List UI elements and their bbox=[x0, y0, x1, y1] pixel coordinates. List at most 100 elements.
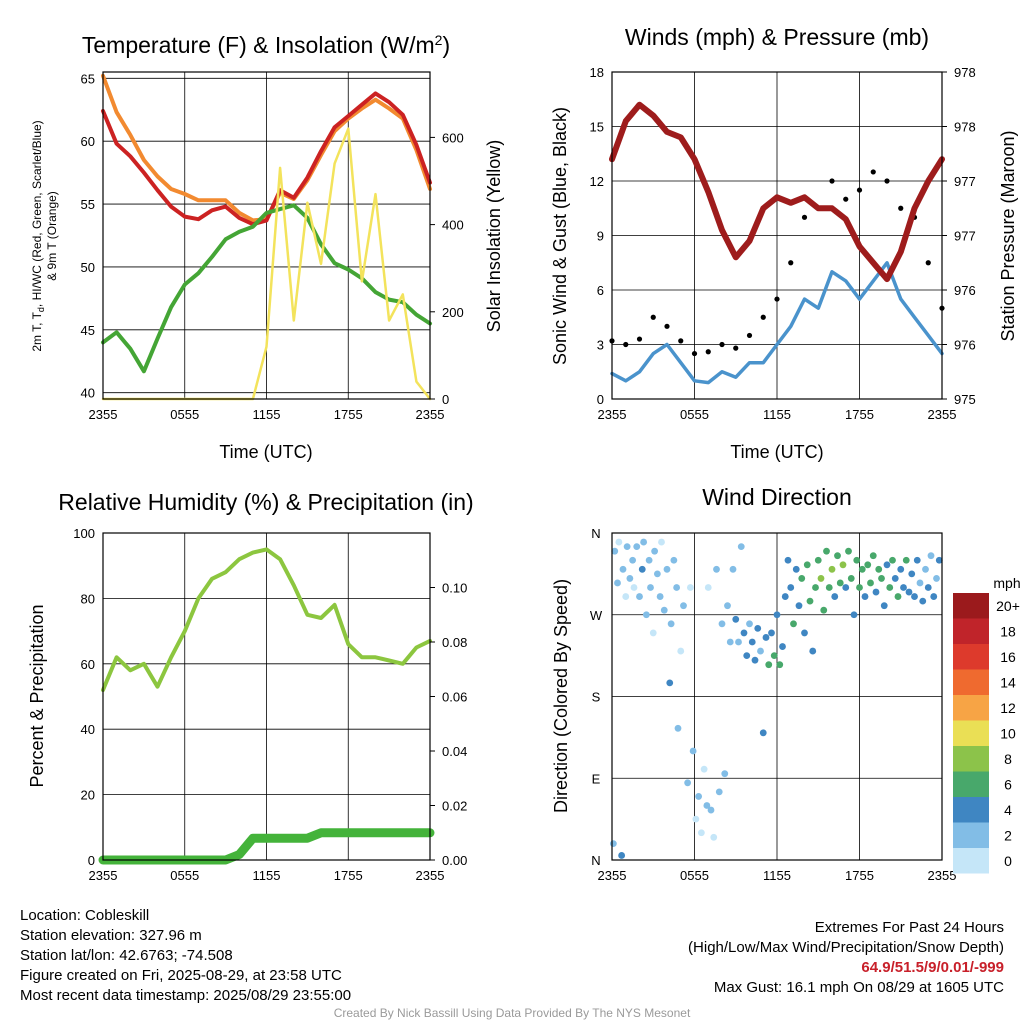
direction-point bbox=[715, 788, 723, 796]
y2-tick-label: 0.10 bbox=[442, 581, 467, 596]
direction-point bbox=[889, 556, 896, 564]
gust-point bbox=[870, 169, 876, 175]
direction-point bbox=[651, 547, 659, 555]
direction-point bbox=[930, 593, 938, 600]
direction-point bbox=[867, 579, 874, 587]
direction-point bbox=[704, 584, 712, 591]
direction-point bbox=[803, 561, 811, 569]
colorbar-swatch bbox=[953, 669, 989, 695]
y2-tick-label: 976 bbox=[954, 283, 976, 298]
y2-tick-label: 0.04 bbox=[442, 744, 467, 759]
direction-point bbox=[790, 620, 797, 628]
max-gust-text: Max Gust: 16.1 mph On 08/29 at 1605 UTC bbox=[713, 979, 1004, 996]
direction-point bbox=[913, 556, 921, 564]
direction-gridlines bbox=[612, 533, 942, 860]
temperature-ylabel-left-line2: & 9m T (Orange) bbox=[45, 191, 59, 281]
direction-point bbox=[618, 852, 626, 859]
direction-point bbox=[831, 593, 839, 600]
x-tick-label: 2355 bbox=[598, 407, 627, 422]
colorbar-swatch bbox=[953, 720, 989, 746]
direction-point bbox=[792, 565, 800, 573]
direction-point bbox=[666, 679, 674, 687]
x-tick-label: 2355 bbox=[89, 407, 118, 422]
direction-point bbox=[897, 565, 905, 573]
direction-point bbox=[809, 647, 817, 655]
direction-point bbox=[770, 652, 778, 660]
y-tick-label: 45 bbox=[81, 323, 95, 338]
direction-point bbox=[630, 584, 638, 591]
direction-point bbox=[825, 584, 833, 591]
x-tick-label: 0555 bbox=[170, 868, 199, 883]
direction-point bbox=[726, 638, 734, 646]
colorbar-label: 6 bbox=[1004, 776, 1012, 792]
y-tick-label: 100 bbox=[73, 526, 95, 541]
direction-tick-label: W bbox=[590, 608, 603, 623]
direction-point bbox=[916, 579, 924, 587]
direction-point bbox=[801, 629, 808, 637]
humidity-tick-labels: 2355 0555 1155 1755 23550204060801000.000.02… bbox=[73, 526, 467, 883]
direction-plot-frame bbox=[611, 532, 943, 861]
winds-xlabel: Time (UTC) bbox=[730, 442, 823, 462]
x-tick-label: 2355 bbox=[928, 407, 957, 422]
direction-point bbox=[653, 570, 661, 578]
humidity-panel-title: Relative Humidity (%) & Precipitation (i… bbox=[58, 489, 473, 515]
direction-point bbox=[743, 652, 751, 660]
direction-point bbox=[869, 552, 877, 560]
direction-point bbox=[645, 556, 653, 564]
winds-panel-title: Winds (mph) & Pressure (mb) bbox=[625, 24, 929, 50]
direction-point bbox=[622, 593, 630, 600]
direction-point bbox=[812, 584, 819, 591]
direction-point bbox=[927, 552, 935, 560]
direction-point bbox=[647, 584, 654, 591]
winds-tick-labels: 2355 0555 1155 1755 235503691215189759769769… bbox=[590, 65, 976, 422]
direction-point bbox=[636, 593, 643, 600]
direction-point bbox=[919, 597, 927, 605]
colorbar-label: 8 bbox=[1004, 751, 1012, 767]
recent-text: Most recent data timestamp: 2025/08/29 2… bbox=[20, 987, 352, 1004]
gust-point bbox=[843, 196, 849, 202]
y-tick-label: 12 bbox=[590, 174, 604, 189]
y-tick-label: 60 bbox=[81, 134, 95, 149]
speed-colorbar: mph 20+ 18 16 14 12 10 8 6 4 2 0 bbox=[953, 575, 1021, 874]
direction-point bbox=[649, 629, 657, 637]
colorbar-swatches: 20+ 18 16 14 12 10 8 6 4 2 0 bbox=[953, 593, 1020, 874]
gust-point bbox=[788, 260, 794, 266]
y2-tick-label: 0.06 bbox=[442, 690, 467, 705]
direction-point bbox=[746, 620, 753, 628]
direction-point bbox=[638, 565, 646, 573]
x-tick-label: 2355 bbox=[89, 868, 118, 883]
created-text: Figure created on Fri, 2025-08-29, at 23… bbox=[20, 967, 342, 984]
direction-point bbox=[922, 565, 929, 573]
direction-point bbox=[839, 561, 847, 569]
x-tick-label: 1155 bbox=[763, 407, 791, 422]
series-line bbox=[101, 547, 432, 692]
colorbar-label: 12 bbox=[1000, 700, 1016, 716]
direction-point bbox=[781, 593, 789, 600]
direction-point bbox=[670, 556, 678, 564]
temperature-ylabel-left: 2m T, Td, HI/WC (Red, Green, Scarlet/Blu… bbox=[30, 120, 46, 351]
x-tick-label: 1155 bbox=[763, 868, 791, 883]
extremes-values: 64.9/51.5/9/0.01/-999 bbox=[861, 959, 1004, 976]
direction-point bbox=[724, 602, 731, 610]
temperature-panel-title: Temperature (F) & Insolation (W/m2) bbox=[82, 32, 450, 58]
series-line bbox=[610, 261, 944, 385]
direction-point bbox=[633, 543, 641, 551]
x-tick-label: 1755 bbox=[845, 868, 874, 883]
direction-point bbox=[710, 833, 718, 841]
winds-ylabel-right: Station Pressure (Maroon) bbox=[998, 130, 1018, 341]
humidity-panel: Relative Humidity (%) & Precipitation (i… bbox=[27, 489, 474, 883]
colorbar-label: 2 bbox=[1004, 827, 1012, 843]
gust-point bbox=[856, 187, 863, 193]
direction-point bbox=[667, 620, 675, 628]
y-tick-label: 50 bbox=[81, 260, 95, 275]
direction-point bbox=[611, 547, 619, 555]
y2-tick-label: 0 bbox=[442, 392, 449, 407]
direction-point bbox=[820, 606, 828, 614]
colorbar-swatch bbox=[953, 695, 989, 721]
temperature-plot-frame bbox=[102, 71, 431, 400]
direction-point bbox=[629, 556, 637, 564]
direction-point bbox=[721, 770, 729, 778]
direction-point bbox=[894, 593, 902, 600]
x-tick-label: 1155 bbox=[253, 407, 281, 422]
